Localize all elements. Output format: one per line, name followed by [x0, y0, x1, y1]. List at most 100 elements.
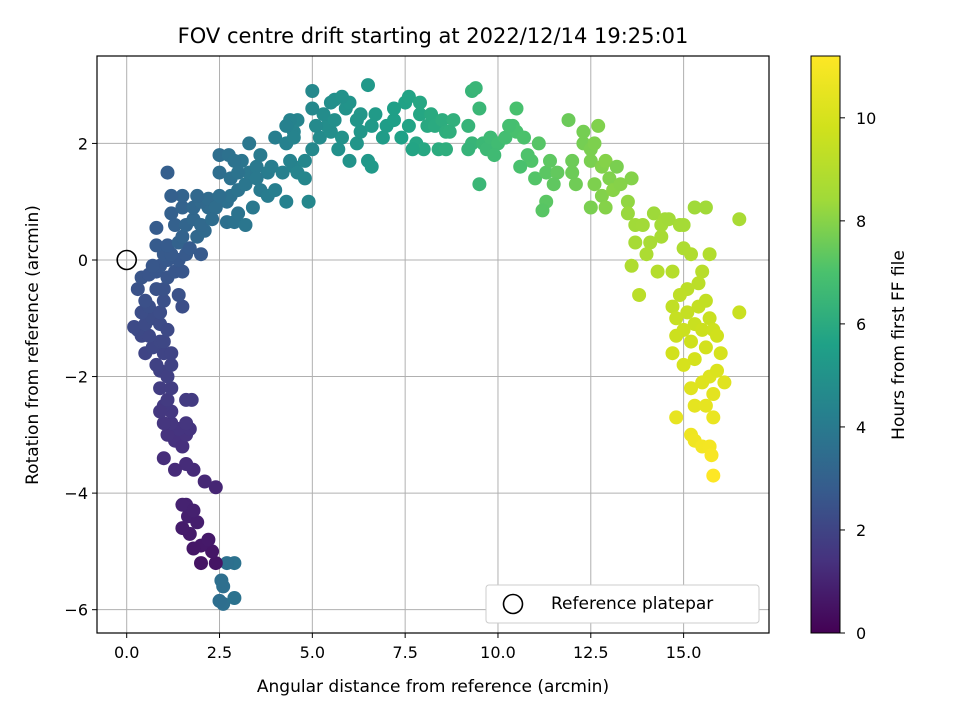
scatter-point	[583, 153, 598, 168]
scatter-point	[704, 448, 719, 463]
scatter-point	[156, 416, 171, 431]
scatter-point	[665, 264, 680, 279]
legend-marker	[502, 593, 524, 615]
chart-title: FOV centre drift starting at 2022/12/14 …	[178, 24, 689, 48]
scatter-point	[565, 165, 580, 180]
scatter-point	[546, 177, 561, 192]
x-tick-label: 5.0	[300, 643, 325, 662]
scatter-point	[227, 153, 242, 168]
scatter-point	[179, 457, 194, 471]
scatter-point	[186, 503, 201, 518]
scatter-point	[160, 427, 175, 442]
scatter-point	[175, 200, 190, 215]
scatter-point	[424, 107, 439, 122]
scatter-point	[364, 159, 379, 174]
scatter-point	[156, 451, 171, 466]
scatter-point	[279, 118, 294, 133]
colorbar-tick-label: 6	[856, 315, 866, 334]
scatter-point	[665, 346, 680, 361]
scatter-point	[710, 328, 724, 343]
y-tick-label: 2	[78, 134, 88, 153]
scatter-point	[695, 322, 710, 337]
scatter-point	[413, 107, 427, 122]
scatter-point	[149, 357, 164, 372]
scatter-point	[509, 101, 524, 116]
scatter-point	[416, 142, 431, 157]
scatter-point	[231, 165, 246, 180]
scatter-point	[153, 381, 168, 396]
scatter-point	[327, 113, 342, 128]
scatter-point	[175, 497, 190, 512]
scatter-point	[672, 288, 687, 302]
plot-frame	[96, 55, 770, 634]
scatter-point	[620, 194, 635, 209]
colorbar-tick-label: 10	[856, 109, 876, 128]
scatter-point	[598, 153, 613, 168]
scatter-point	[513, 159, 528, 174]
scatter-point	[650, 264, 665, 279]
scatter-point	[561, 113, 576, 128]
scatter-point	[669, 311, 684, 326]
scatter-point	[628, 235, 643, 250]
scatter-point	[142, 328, 156, 343]
scatter-point	[531, 136, 546, 151]
scatter-point	[620, 206, 635, 221]
scatter-point	[160, 238, 175, 253]
scatter-point	[661, 212, 676, 227]
scatter-point	[684, 334, 698, 349]
scatter-point	[175, 439, 190, 454]
scatter-point	[520, 148, 535, 163]
scatter-point	[691, 276, 706, 291]
scatter-point	[253, 148, 268, 163]
scatter-point	[175, 229, 190, 244]
scatter-point	[702, 311, 717, 326]
scatter-point	[535, 203, 550, 218]
scatter-point	[401, 118, 416, 133]
y-tick-label: −2	[64, 368, 88, 387]
scatter-point	[587, 136, 602, 151]
x-tick-label: 15.0	[666, 643, 702, 662]
scatter-point	[153, 305, 168, 320]
scatter-point	[175, 264, 190, 279]
scatter-point	[624, 258, 639, 273]
scatter-point	[305, 142, 320, 157]
scatter-point	[214, 573, 229, 588]
scatter-point	[368, 107, 383, 122]
scatter-point	[413, 95, 427, 110]
scatter-point	[164, 381, 179, 396]
scatter-point	[654, 229, 669, 244]
scatter-point	[676, 357, 691, 372]
scatter-point	[127, 320, 142, 334]
scatter-point	[190, 188, 205, 203]
scatter-point	[238, 177, 253, 192]
scatter-point	[238, 218, 253, 232]
reference-marker	[116, 249, 138, 271]
scatter-point	[205, 544, 220, 559]
x-tick-label: 7.5	[392, 643, 417, 662]
colorbar-tick-label: 0	[856, 624, 866, 643]
scatter-point	[279, 194, 294, 209]
scatter-point	[684, 247, 698, 262]
scatter-point	[364, 118, 379, 133]
scatter-point	[472, 177, 487, 192]
scatter-point	[517, 130, 531, 145]
scatter-point	[160, 322, 175, 337]
colorbar-gradient	[810, 55, 841, 634]
scatter-point	[669, 410, 684, 425]
scatter-point	[665, 299, 680, 314]
scatter-point	[698, 200, 713, 215]
scatter-point	[710, 363, 724, 378]
scatter-point	[149, 238, 164, 253]
scatter-point	[602, 171, 617, 186]
x-tick-label: 12.5	[573, 643, 609, 662]
scatter-point	[543, 153, 557, 168]
scatter-point	[713, 346, 728, 361]
y-tick-label: −4	[64, 484, 88, 503]
scatter-point	[706, 410, 721, 425]
scatter-point	[305, 84, 320, 98]
scatter-point	[702, 247, 717, 262]
scatter-point	[138, 293, 153, 308]
scatter-point	[297, 153, 312, 168]
scatter-point	[635, 218, 650, 232]
scatter-point	[179, 392, 194, 407]
